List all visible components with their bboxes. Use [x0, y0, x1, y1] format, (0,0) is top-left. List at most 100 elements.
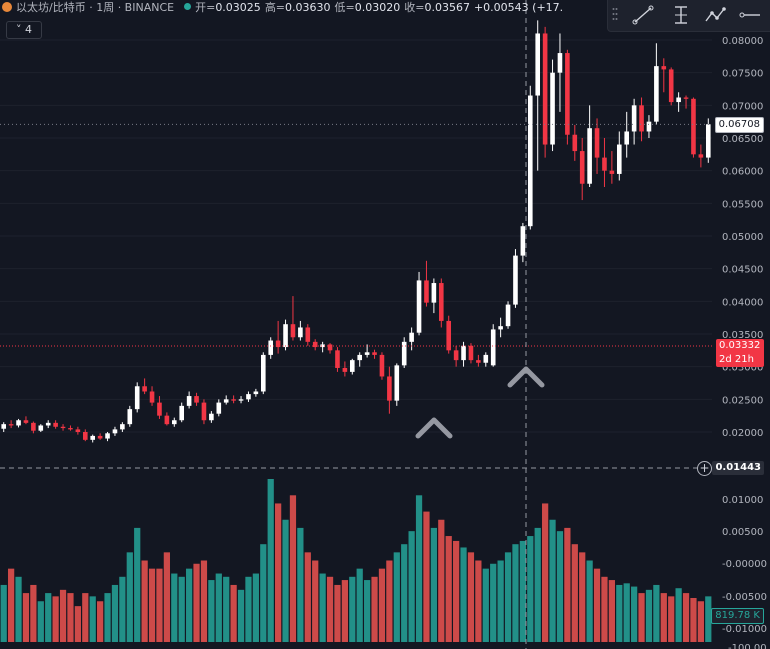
price-tick-label: 0.04000 — [722, 297, 763, 308]
volume-bar — [30, 584, 37, 642]
candle-body — [565, 53, 570, 135]
candle-body — [438, 283, 444, 321]
volume-bar — [586, 560, 593, 642]
price-tick-label: 0.03500 — [722, 330, 763, 341]
volume-bar — [579, 552, 586, 642]
candle-body — [535, 33, 541, 96]
volume-bar — [37, 601, 44, 642]
volume-bar — [97, 601, 104, 642]
open-label: 开= — [195, 1, 216, 14]
volume-bar — [186, 568, 193, 642]
volume-bar — [593, 568, 601, 642]
candle-body — [394, 365, 400, 401]
candle-body — [379, 354, 385, 377]
volume-bar — [668, 596, 675, 642]
chevron-up-icon[interactable] — [415, 417, 453, 439]
volume-bar — [393, 552, 400, 642]
candle-body — [134, 386, 140, 410]
candle-body — [82, 432, 88, 440]
volume-bar — [148, 568, 156, 642]
indicator-collapse-button[interactable]: ˅ 4 — [6, 21, 42, 39]
candle-body — [194, 396, 199, 403]
candle-body — [298, 327, 303, 338]
candle-body — [409, 332, 414, 342]
candle-body — [305, 327, 311, 342]
candle-body — [290, 324, 296, 338]
volume-bar — [675, 588, 682, 642]
volume-bar — [134, 527, 141, 642]
volume-bar — [282, 519, 289, 642]
candle-body — [676, 97, 681, 103]
candle-body — [520, 226, 526, 256]
volume-bar — [156, 568, 163, 642]
candle-body — [164, 415, 170, 425]
price-tick-label: 0.08000 — [722, 36, 763, 47]
candle-body — [142, 386, 147, 392]
volume-bar — [237, 589, 245, 642]
volume-bar — [386, 560, 393, 642]
volume-bar — [334, 584, 341, 642]
candle-body — [260, 354, 266, 392]
volume-tick-label: -0.00000 — [722, 559, 767, 570]
candle-body — [505, 304, 511, 327]
price-tick-label: 0.05000 — [722, 232, 763, 243]
volume-bar — [215, 573, 222, 642]
volume-bar — [52, 596, 59, 642]
candle-body — [253, 391, 259, 395]
trend-line-icon[interactable] — [632, 5, 654, 25]
candle-body — [149, 391, 155, 403]
volume-bar — [230, 584, 237, 642]
volume-bar — [519, 540, 526, 642]
volume-bar — [504, 552, 512, 642]
volume-bar — [319, 573, 326, 642]
candle-body — [209, 413, 214, 421]
volume-tick-label: 0.00500 — [722, 527, 763, 538]
volume-bar — [571, 544, 578, 642]
candle-body — [698, 154, 704, 158]
candle-body — [527, 95, 533, 227]
candle-body — [238, 399, 244, 401]
high-label: 高= — [264, 1, 286, 14]
candle-body — [364, 352, 370, 355]
volume-bar — [111, 584, 119, 642]
path-icon[interactable] — [704, 5, 728, 25]
volume-bar — [490, 563, 497, 642]
add-alert-plus-icon[interactable]: + — [697, 461, 712, 476]
candle-body — [416, 280, 422, 333]
candle-body — [646, 121, 652, 132]
candle-body — [1, 424, 7, 429]
volume-bar — [171, 573, 178, 642]
candle-body — [283, 324, 288, 348]
volume-bar — [260, 544, 267, 642]
horizontal-ray-icon[interactable] — [738, 5, 762, 25]
volume-bar — [682, 593, 690, 642]
volume-bar — [349, 576, 356, 642]
candle-body — [320, 344, 325, 348]
candle-body — [683, 97, 689, 99]
symbol-title[interactable]: 以太坊/比特币 · 1周 · BINANCE — [16, 1, 175, 14]
candle-body — [513, 255, 518, 305]
candle-body — [201, 402, 207, 421]
drag-handle-icon[interactable] — [612, 5, 618, 25]
volume-bar — [0, 584, 7, 642]
candle-body — [186, 396, 192, 406]
candle-body — [654, 66, 659, 122]
candle-body — [216, 402, 222, 414]
candle-body — [38, 425, 44, 431]
info-line-icon[interactable] — [670, 5, 692, 25]
volume-bar — [608, 580, 615, 642]
candle-body — [490, 329, 496, 366]
candle-body — [90, 435, 96, 440]
candle-body — [557, 53, 563, 73]
ethereum-logo-icon — [2, 2, 12, 12]
candle-body — [60, 426, 66, 429]
market-status-icon — [184, 3, 192, 10]
volume-bar — [82, 593, 89, 642]
price-tick-label: 0.07000 — [722, 101, 763, 112]
candle-body — [631, 105, 637, 132]
candle-body — [579, 151, 585, 184]
volume-bar — [193, 563, 200, 642]
volume-bar — [371, 576, 378, 642]
candle-body — [639, 105, 644, 132]
